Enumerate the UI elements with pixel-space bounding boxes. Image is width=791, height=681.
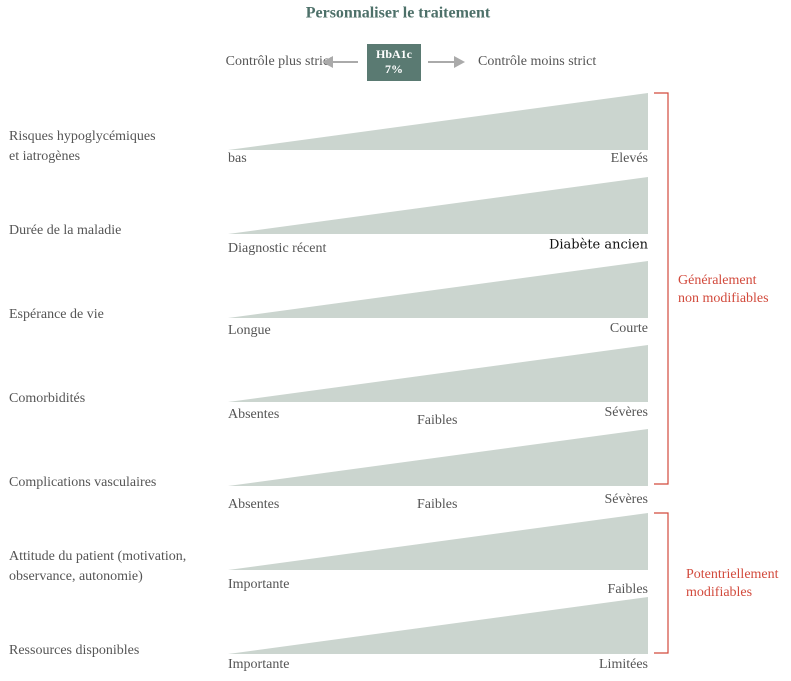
wedge [228, 513, 648, 570]
low-label: Importante [228, 577, 289, 592]
group-label: Potentriellement [686, 567, 779, 582]
row-label: observance, autonomie) [9, 569, 143, 584]
row-label: Comorbidités [9, 391, 85, 406]
row-label: Ressources disponibles [9, 643, 139, 658]
high-label: Courte [610, 321, 648, 336]
wedge [228, 597, 648, 654]
wedge [228, 177, 648, 234]
high-label: Sévères [604, 492, 648, 507]
low-label: bas [228, 151, 247, 166]
wedge [228, 429, 648, 486]
strict-label: Contrôle plus strict [226, 54, 333, 69]
row-label: et iatrogènes [9, 149, 80, 164]
hba1c-box [367, 44, 421, 81]
low-label: Absentes [228, 497, 279, 512]
wedge [228, 261, 648, 318]
arrows [322, 56, 465, 68]
mid-label: Faibles [417, 413, 457, 428]
brackets [654, 92, 669, 654]
low-label: Longue [228, 323, 271, 338]
wedge [228, 345, 648, 402]
high-label: Diabète ancien [549, 238, 649, 253]
lax-label: Contrôle moins strict [478, 54, 596, 69]
box-text: HbA1c [376, 47, 413, 61]
title: Personnaliser le traitement [306, 5, 491, 22]
row-label: Complications vasculaires [9, 475, 156, 490]
row-label: Risques hypoglycémiques [9, 129, 156, 144]
mid-label: Faibles [417, 497, 457, 512]
low-label: Importante [228, 657, 289, 672]
high-label: Faibles [608, 582, 648, 597]
wedge [228, 93, 648, 150]
high-label: Elevés [611, 151, 648, 166]
row-label: Durée de la maladie [9, 223, 121, 238]
box-text: 7% [385, 62, 403, 76]
row-label: Attitude du patient (motivation, [9, 549, 186, 564]
high-label: Limitées [599, 657, 648, 672]
low-label: Absentes [228, 407, 279, 422]
group-label: non modifiables [678, 291, 769, 306]
group-label: modifiables [686, 585, 752, 600]
group-label: Généralement [678, 273, 757, 288]
row-label: Espérance de vie [9, 307, 104, 322]
low-label: Diagnostic récent [228, 241, 326, 256]
high-label: Sévères [604, 405, 648, 420]
